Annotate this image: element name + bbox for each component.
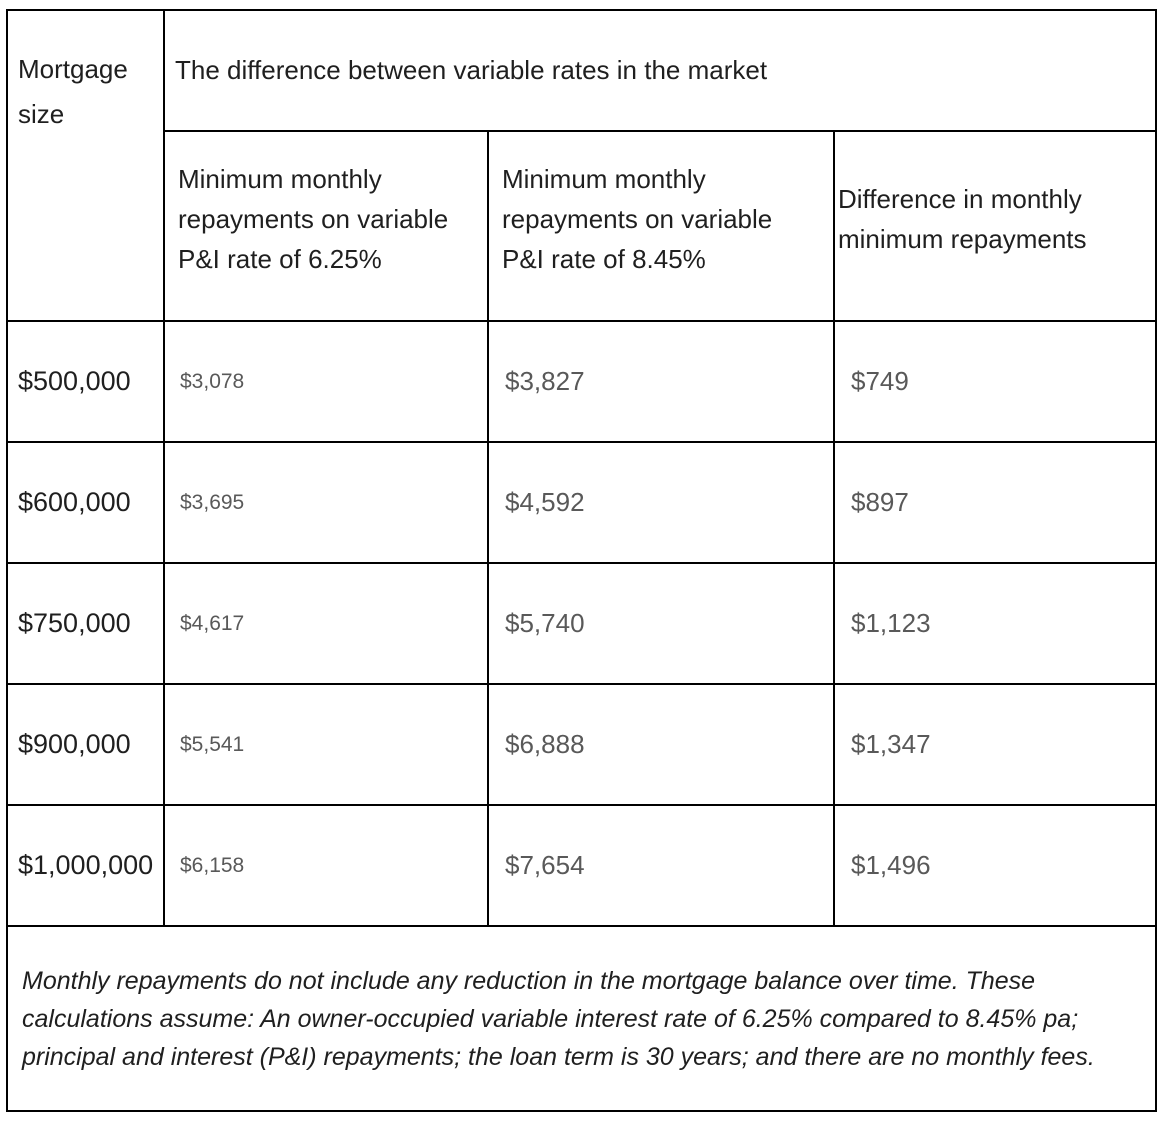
table-row: $1,000,000 $6,158 $7,654 $1,496 — [6, 804, 1157, 927]
difference-cell: $897 — [833, 441, 1157, 564]
mortgage-size-cell: $900,000 — [6, 683, 165, 806]
corner-header-mortgage-size: Mortgage size — [6, 9, 165, 322]
difference-cell: $1,123 — [833, 562, 1157, 685]
group-header-title: The difference between variable rates in… — [163, 9, 1157, 132]
repayment-845-cell: $7,654 — [487, 804, 835, 927]
mortgage-size-cell: $750,000 — [6, 562, 165, 685]
mortgage-comparison-table-wrap: Mortgage size The difference between var… — [6, 9, 1157, 1112]
repayment-845-cell: $5,740 — [487, 562, 835, 685]
column-header-row: Minimum monthly repayments on variable P… — [7, 130, 1157, 322]
footnote-row: Monthly repayments do not include any re… — [6, 925, 1157, 1112]
table-row: $900,000 $5,541 $6,888 $1,347 — [6, 683, 1157, 806]
group-header-row: Mortgage size The difference between var… — [6, 9, 1157, 322]
repayment-625-cell: $5,541 — [163, 683, 489, 806]
repayment-625-cell: $3,695 — [163, 441, 489, 564]
mortgage-size-cell: $1,000,000 — [6, 804, 165, 927]
repayment-845-cell: $3,827 — [487, 320, 835, 443]
mortgage-size-cell: $600,000 — [6, 441, 165, 564]
table-row: $600,000 $3,695 $4,592 $897 — [6, 441, 1157, 564]
difference-cell: $1,496 — [833, 804, 1157, 927]
repayment-845-cell: $4,592 — [487, 441, 835, 564]
column-header-rate-845: Minimum monthly repayments on variable P… — [487, 130, 835, 322]
table-row: $500,000 $3,078 $3,827 $749 — [6, 320, 1157, 443]
difference-cell: $749 — [833, 320, 1157, 443]
column-header-rate-625: Minimum monthly repayments on variable P… — [163, 130, 489, 322]
difference-cell: $1,347 — [833, 683, 1157, 806]
mortgage-size-cell: $500,000 — [6, 320, 165, 443]
column-header-difference: Difference in monthly minimum repayments — [833, 130, 1157, 322]
repayment-625-cell: $4,617 — [163, 562, 489, 685]
repayment-625-cell: $3,078 — [163, 320, 489, 443]
repayment-845-cell: $6,888 — [487, 683, 835, 806]
repayment-625-cell: $6,158 — [163, 804, 489, 927]
footnote: Monthly repayments do not include any re… — [6, 925, 1157, 1112]
mortgage-comparison-table: Mortgage size The difference between var… — [6, 9, 1157, 1112]
table-row: $750,000 $4,617 $5,740 $1,123 — [6, 562, 1157, 685]
